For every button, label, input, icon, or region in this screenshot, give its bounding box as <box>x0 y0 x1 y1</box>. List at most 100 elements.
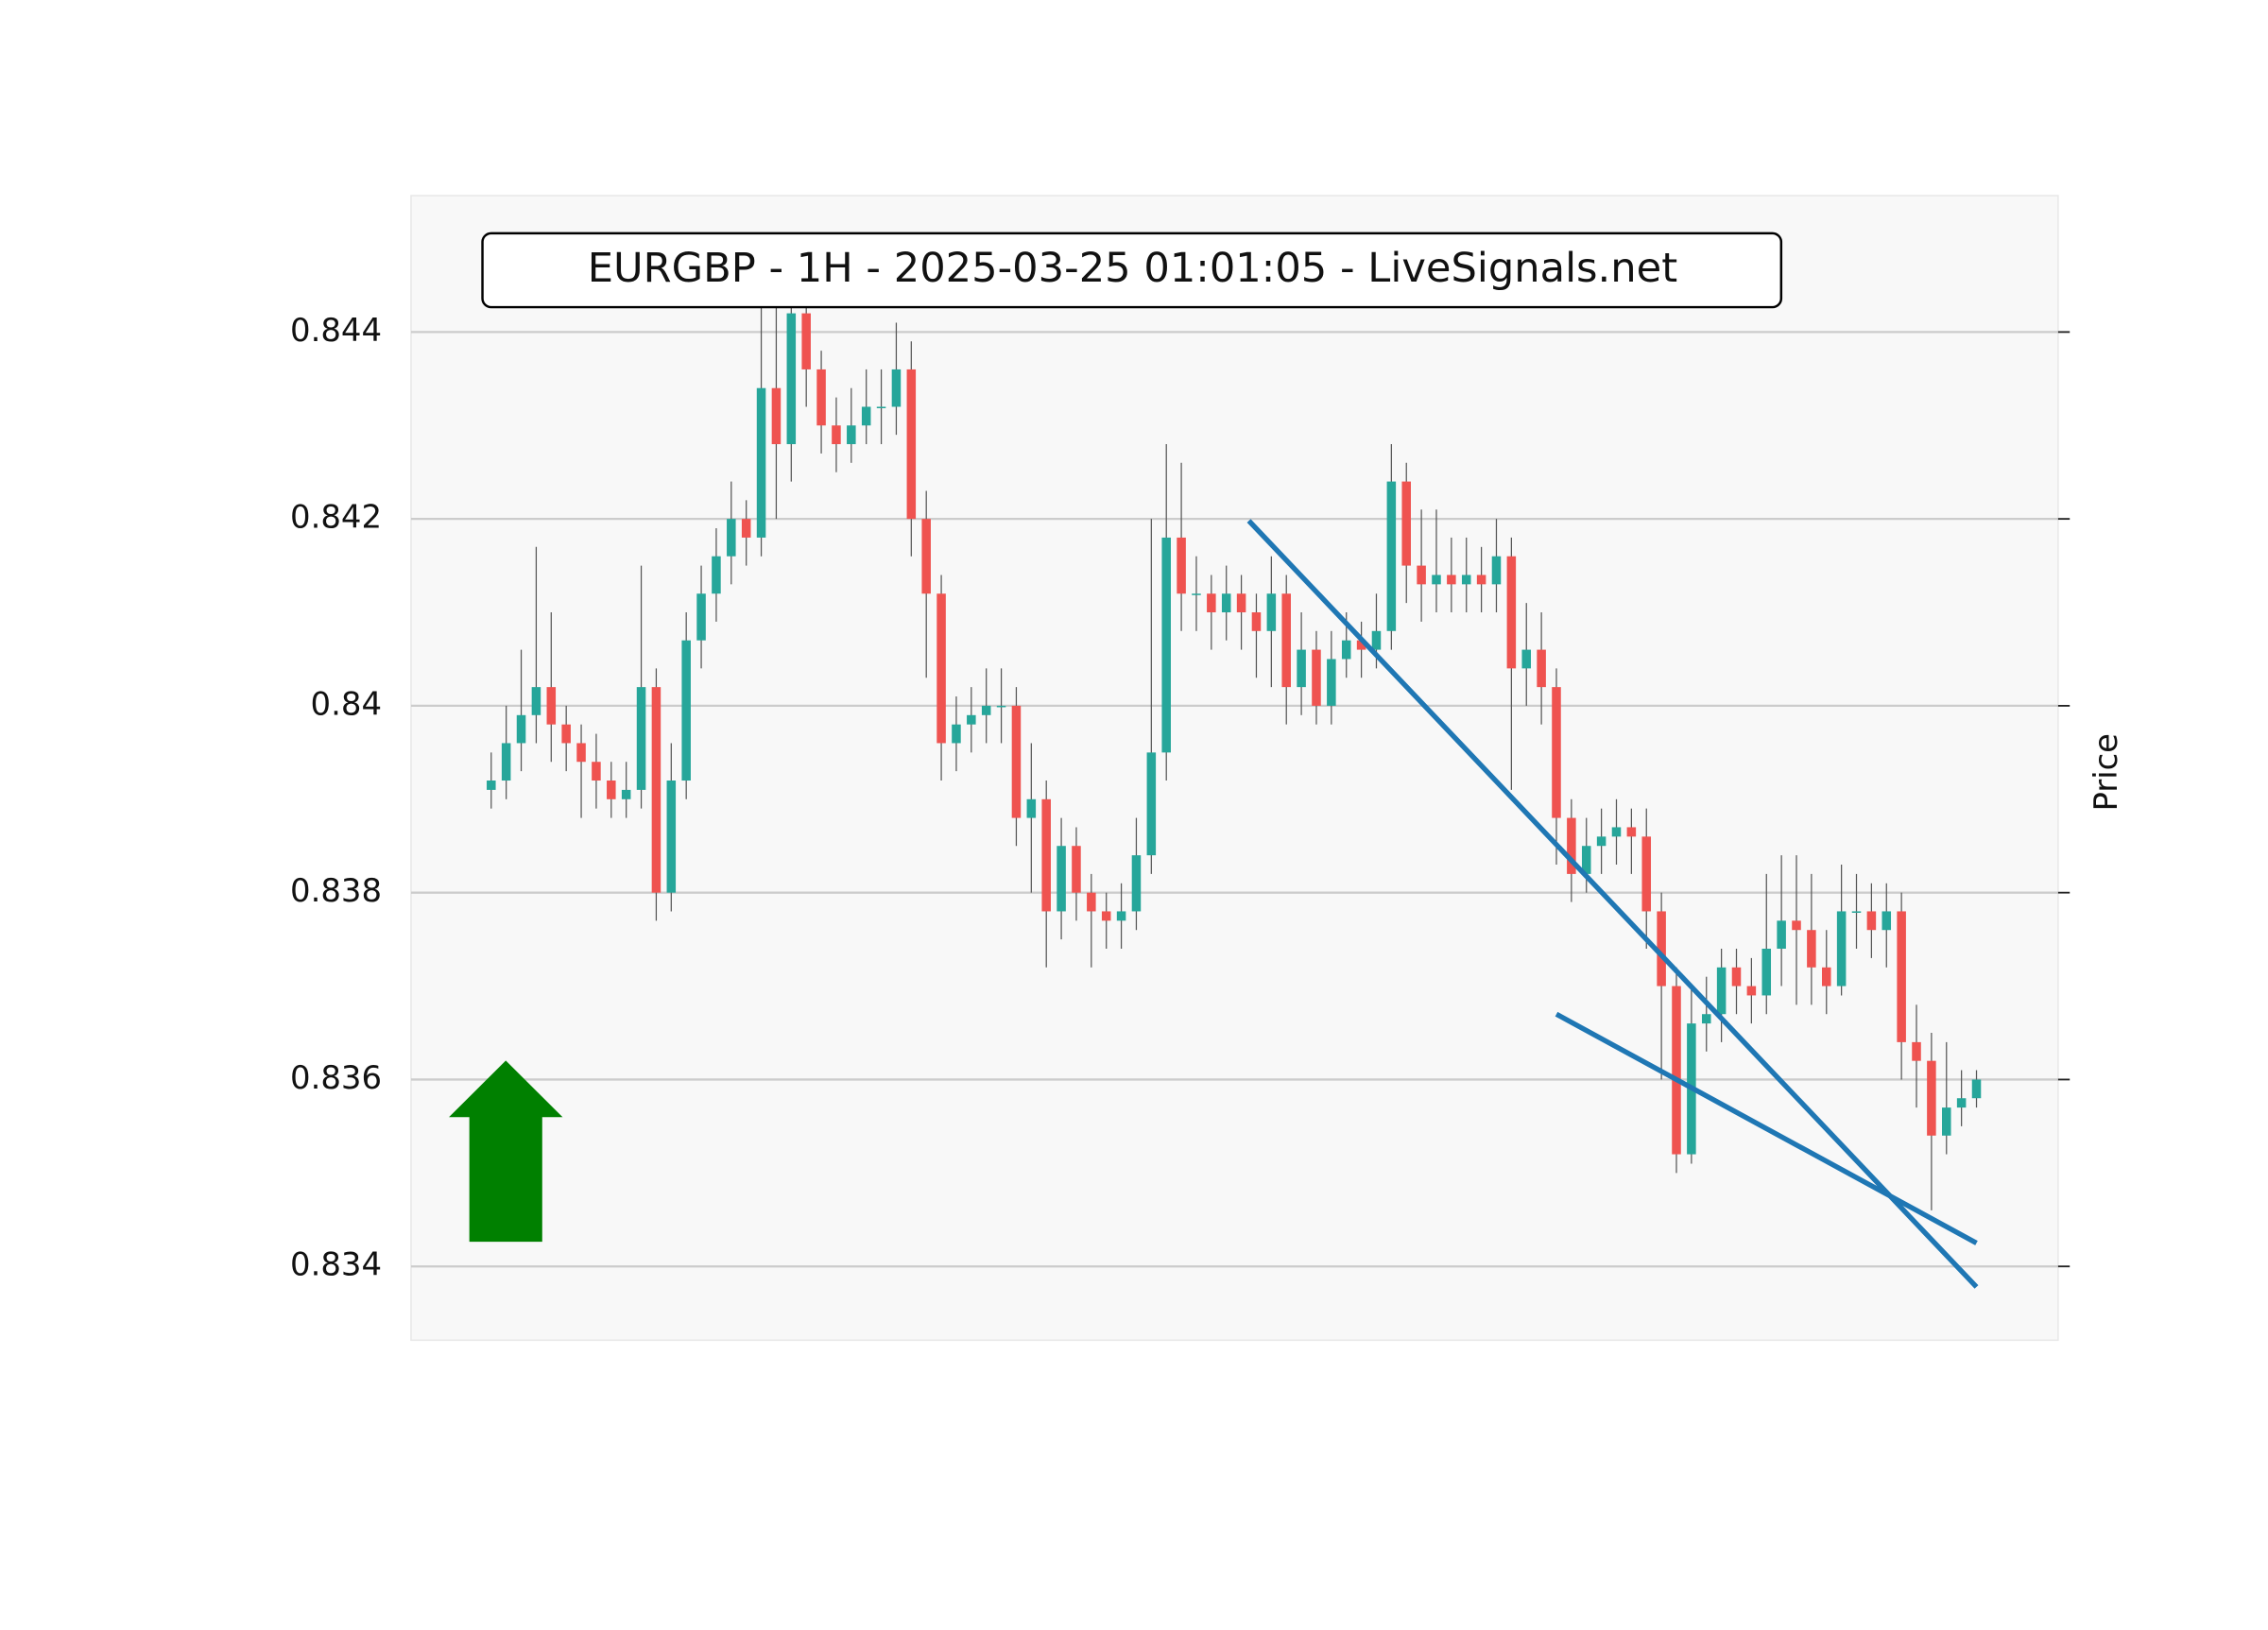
y-tick-label: 0.84 <box>311 685 383 722</box>
title-box <box>481 232 1783 309</box>
candle-body <box>1897 911 1906 1042</box>
candle-body <box>1116 911 1126 921</box>
y-axis-label: Price <box>2088 733 2124 811</box>
candle-body <box>1266 593 1277 631</box>
y-tick-label: 0.844 <box>290 312 382 349</box>
candle-body <box>861 406 871 426</box>
candle-body <box>1611 827 1622 837</box>
candle-body <box>546 687 557 725</box>
candle-body <box>1672 986 1681 1155</box>
candle-body <box>1461 575 1471 585</box>
candle-body <box>1942 1107 1951 1136</box>
candle-body <box>996 705 1006 708</box>
candle-body <box>1821 967 1831 987</box>
candle-body <box>847 425 856 445</box>
y-tick-label: 0.834 <box>290 1246 382 1283</box>
candle-body <box>1146 752 1157 856</box>
candle-body <box>1807 930 1816 968</box>
candle-body <box>1881 911 1892 931</box>
candle-body <box>1327 659 1336 706</box>
candle-body <box>1177 537 1186 594</box>
candle-body <box>1537 649 1546 688</box>
candle-body <box>1761 949 1772 996</box>
trendline <box>1246 519 1979 1289</box>
candle-body <box>1581 846 1591 874</box>
candle-body <box>936 593 946 744</box>
candle-body <box>1236 593 1246 613</box>
candle-body <box>1851 911 1862 913</box>
candle-body <box>681 640 691 781</box>
candle-body <box>1417 565 1426 585</box>
candle-body <box>1521 649 1532 669</box>
candle-body <box>1491 556 1502 585</box>
candle-body <box>1552 687 1561 818</box>
candle-body <box>651 687 662 893</box>
candle-body <box>981 705 991 715</box>
candle-body <box>1432 575 1441 585</box>
candle-body <box>531 687 541 715</box>
candle-body <box>636 687 646 790</box>
candle-body <box>1641 836 1652 912</box>
candle-body <box>1596 836 1606 847</box>
candle-body <box>1087 892 1096 912</box>
candle-body <box>741 519 751 538</box>
candle-body <box>501 743 511 781</box>
candle-body <box>756 387 766 538</box>
candle-body <box>1701 1014 1711 1024</box>
candle-body <box>1567 817 1576 874</box>
candle-body <box>1792 920 1801 931</box>
candle-body <box>1716 967 1727 1015</box>
candle-body <box>1956 1098 1967 1108</box>
candle-body <box>1476 575 1486 585</box>
candle-body <box>1927 1060 1936 1136</box>
y-tick-label: 0.836 <box>290 1059 382 1096</box>
chart-title: EURGBP - 1H - 2025-03-25 01:01:05 - Live… <box>588 245 1677 292</box>
candle-body <box>1506 556 1517 669</box>
candle-body <box>801 313 811 369</box>
candle-body <box>906 369 917 520</box>
y-tick-label: 0.838 <box>290 872 382 909</box>
candle-body <box>1041 798 1051 912</box>
candle-body <box>967 714 976 725</box>
candle-body <box>1251 612 1262 631</box>
candle-body <box>921 519 931 594</box>
candle-body <box>1731 967 1742 987</box>
candle-body <box>516 714 526 744</box>
candle-body <box>832 425 841 445</box>
candle-body <box>1072 846 1081 893</box>
candle-body <box>1131 855 1142 912</box>
grid: 0.834 0.836 0.838 0.84 0.842 0.844 <box>290 312 2070 1283</box>
y-tick-label: 0.842 <box>290 499 382 536</box>
candle-body <box>1057 846 1066 912</box>
candle-body <box>786 313 797 445</box>
candle-body <box>1192 593 1201 595</box>
candle-body <box>1281 593 1291 688</box>
candle-body <box>1207 593 1216 613</box>
candle-body <box>1011 705 1022 818</box>
candle-body <box>607 781 616 799</box>
candle-body <box>1777 920 1786 950</box>
candle-body <box>1297 649 1306 688</box>
candle-body <box>1221 593 1231 613</box>
signal-arrow <box>449 1060 563 1243</box>
candle-body <box>1866 911 1877 931</box>
candle-body <box>771 387 782 445</box>
candle-body <box>727 519 736 557</box>
candle-body <box>891 369 902 407</box>
trendline <box>1555 1011 1978 1245</box>
candle-body <box>561 724 571 744</box>
candle-body <box>1746 986 1757 996</box>
candle-body <box>1971 1079 1982 1099</box>
candle-body <box>1101 911 1111 921</box>
candle-body <box>1386 481 1397 631</box>
candle-body <box>712 556 721 594</box>
candle-body <box>952 724 961 744</box>
candle-body <box>1161 537 1171 753</box>
candle-body <box>592 762 601 781</box>
candle-body <box>696 593 706 641</box>
candle-body <box>1341 640 1351 660</box>
candle-body <box>1626 827 1637 837</box>
candle-body <box>1447 575 1456 585</box>
candle-body <box>876 406 886 409</box>
